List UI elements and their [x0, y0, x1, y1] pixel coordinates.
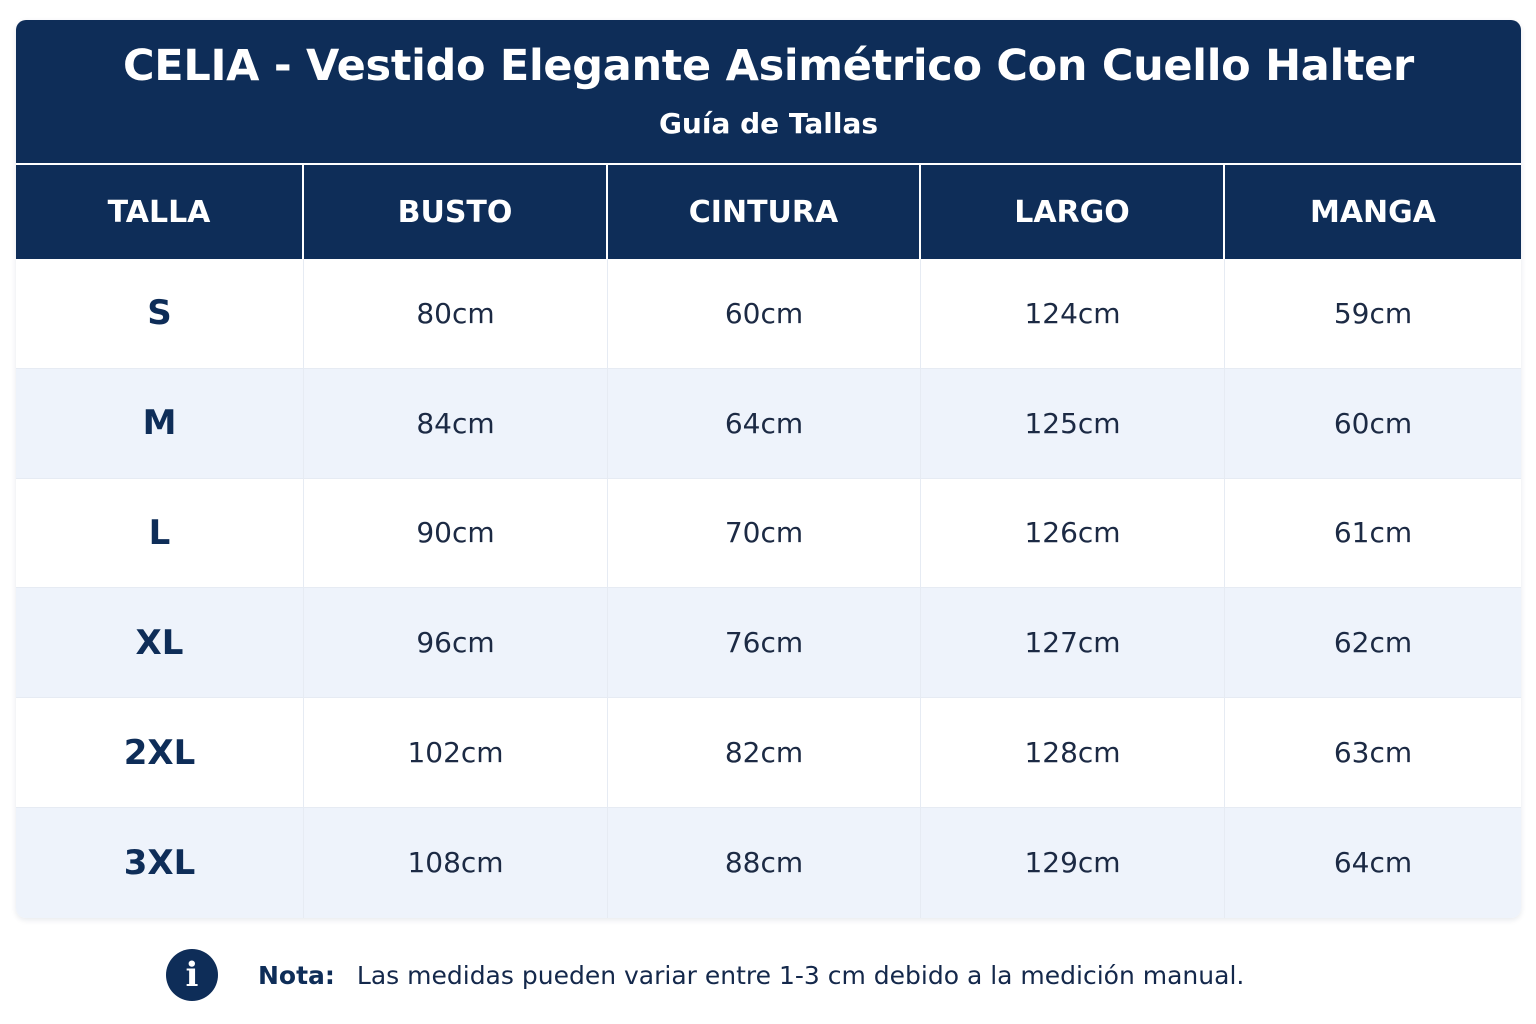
size-cell: 3XL: [16, 807, 304, 918]
title-bar: CELIA - Vestido Elegante Asimétrico Con …: [16, 20, 1521, 163]
page-subtitle: Guía de Tallas: [658, 107, 879, 140]
table-row: 3XL 108cm 88cm 129cm 64cm: [16, 807, 1521, 918]
length-cell: 129cm: [921, 807, 1225, 918]
size-cell: XL: [16, 588, 304, 698]
waist-cell: 82cm: [608, 698, 921, 807]
bust-cell: 90cm: [304, 478, 608, 588]
size-cell: L: [16, 478, 304, 588]
header-manga: MANGA: [1309, 194, 1437, 230]
table-row: M 84cm 64cm 125cm 60cm: [16, 368, 1521, 479]
waist-cell: 76cm: [608, 588, 921, 698]
size-cell: S: [16, 259, 304, 368]
info-icon: i: [166, 949, 218, 1001]
waist-cell: 88cm: [608, 807, 921, 918]
waist-cell: 60cm: [608, 259, 921, 368]
length-cell: 127cm: [921, 588, 1225, 698]
measurement-note: i Nota: Las medidas pueden variar entre …: [166, 948, 1244, 1002]
page-title: CELIA - Vestido Elegante Asimétrico Con …: [123, 41, 1414, 91]
bust-cell: 102cm: [304, 698, 608, 807]
header-busto: BUSTO: [304, 165, 608, 259]
table-row: S 80cm 60cm 124cm 59cm: [16, 259, 1521, 369]
sleeve-cell: 59cm: [1333, 296, 1413, 330]
note-label: Nota:: [258, 960, 335, 990]
length-cell: 126cm: [921, 478, 1225, 588]
waist-cell: 70cm: [608, 478, 921, 588]
table-body: S 80cm 60cm 124cm 59cm M 84cm 64cm 125cm…: [16, 259, 1521, 918]
sleeve-cell: 63cm: [1333, 736, 1413, 770]
length-cell: 128cm: [921, 698, 1225, 807]
bust-cell: 96cm: [304, 588, 608, 698]
note-text: Las medidas pueden variar entre 1-3 cm d…: [356, 960, 1245, 990]
header-talla: TALLA: [16, 165, 304, 259]
bust-cell: 80cm: [304, 259, 608, 368]
header-largo: LARGO: [921, 165, 1225, 259]
length-cell: 124cm: [921, 259, 1225, 368]
waist-cell: 64cm: [608, 368, 921, 478]
table-row: L 90cm 70cm 126cm 61cm: [16, 478, 1521, 589]
bust-cell: 84cm: [304, 368, 608, 478]
sleeve-cell: 62cm: [1333, 626, 1413, 660]
size-cell: 2XL: [16, 698, 304, 807]
size-guide-card: CELIA - Vestido Elegante Asimétrico Con …: [16, 20, 1521, 918]
header-cintura: CINTURA: [608, 165, 921, 259]
sleeve-cell: 60cm: [1333, 406, 1413, 440]
size-cell: M: [16, 368, 304, 478]
table-header: TALLA BUSTO CINTURA LARGO MANGA: [16, 165, 1521, 259]
sleeve-cell: 64cm: [1333, 846, 1413, 880]
sleeve-cell: 61cm: [1333, 516, 1413, 550]
table-row: XL 96cm 76cm 127cm 62cm: [16, 588, 1521, 699]
length-cell: 125cm: [921, 368, 1225, 478]
table-row: 2XL 102cm 82cm 128cm 63cm: [16, 698, 1521, 808]
bust-cell: 108cm: [304, 807, 608, 918]
